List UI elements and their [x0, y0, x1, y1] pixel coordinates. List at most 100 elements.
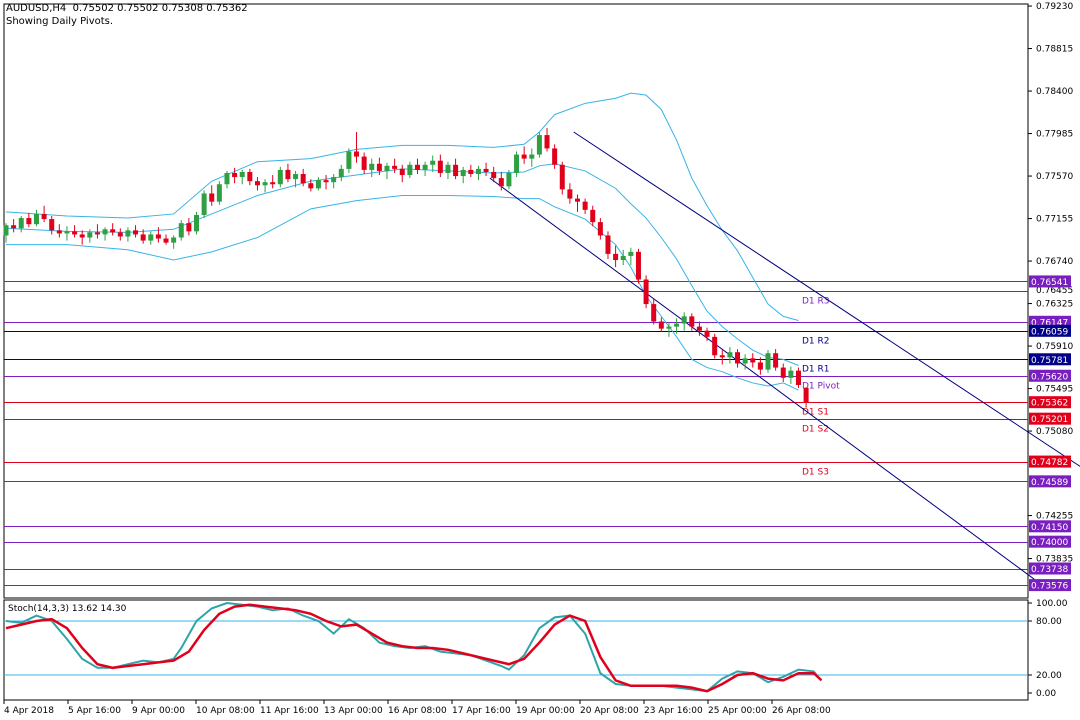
candle-body [658, 321, 664, 329]
candle [666, 322, 672, 337]
candle-body [559, 164, 565, 190]
price-tag-label: 0.76147 [1031, 318, 1068, 328]
channel-line [573, 131, 1080, 467]
candle-body [506, 172, 512, 187]
candle [795, 367, 801, 389]
candle-body [72, 231, 78, 235]
candle-body [18, 218, 24, 229]
candle-body [239, 171, 245, 178]
price-axis-label: 0.75910 [1036, 342, 1073, 352]
candle-body [750, 358, 756, 363]
trend-channel [489, 131, 1080, 580]
candle [414, 158, 420, 175]
candle-body [742, 358, 748, 364]
candle [41, 205, 47, 223]
candle-body [704, 330, 710, 337]
price-axis: 0.808900.804750.800600.796400.792300.788… [1028, 2, 1073, 565]
candle [643, 275, 649, 309]
candle [323, 175, 329, 190]
candle-body [597, 222, 603, 236]
candle [750, 353, 756, 368]
channel-line [489, 177, 1035, 580]
candle [11, 219, 17, 233]
candle-body [354, 151, 360, 157]
candle [552, 144, 558, 169]
candle [293, 170, 299, 188]
candle-body [11, 225, 17, 229]
candle [498, 171, 504, 191]
candle [247, 168, 253, 186]
candle [651, 298, 657, 325]
candle [575, 194, 580, 212]
price-tag-label: 0.74782 [1031, 458, 1068, 468]
candle [155, 227, 161, 243]
candle [392, 158, 398, 173]
candle-body [780, 367, 786, 378]
candle-body [422, 164, 428, 170]
candle [270, 175, 276, 189]
candle [727, 347, 733, 364]
candle-body [605, 235, 611, 254]
candle [590, 205, 596, 227]
candle [506, 169, 512, 190]
time-axis: 4 Apr 2018 5 Apr 16:00 9 Apr 00:00 10 Apr 0… [3, 700, 831, 716]
stoch-axis-label: 80.00 [1036, 617, 1062, 627]
candle [529, 148, 535, 167]
price-tag-box [1029, 475, 1071, 488]
candle-body [803, 387, 809, 403]
candle-body [140, 234, 146, 241]
candle [33, 209, 39, 227]
candle-body [308, 183, 314, 189]
candle-body [56, 230, 62, 234]
candle-body [575, 198, 580, 202]
price-axis-label: 0.76325 [1036, 300, 1073, 310]
candle-body [224, 172, 230, 185]
candle-body [33, 213, 39, 225]
candle [582, 198, 588, 214]
candle-body [117, 232, 123, 237]
candle [757, 357, 763, 375]
price-axis-label: 0.76740 [1036, 257, 1073, 267]
candle [376, 157, 382, 176]
pivot-line-label: D1 S2 [802, 425, 829, 435]
candle [453, 158, 459, 180]
candle [49, 215, 55, 235]
price-axis-label: 0.77570 [1036, 172, 1073, 182]
candle-body [133, 230, 139, 235]
candle [422, 161, 428, 177]
candle-body [285, 169, 291, 180]
time-axis-label: 4 Apr 2018 [4, 706, 54, 716]
candle-body [102, 229, 108, 235]
candle-body [376, 163, 382, 171]
candle-body [293, 174, 299, 180]
chart-header-pivots: Showing Daily Pivots. [6, 16, 114, 27]
candle-body [765, 353, 771, 370]
candle-body [209, 193, 215, 202]
candle-body [300, 174, 306, 184]
candle [536, 132, 542, 158]
candle-body [94, 232, 100, 235]
candle-body [468, 169, 474, 175]
candle-body [148, 234, 154, 241]
price-tag-box [1029, 562, 1071, 575]
price-tag-box [1029, 396, 1071, 409]
candle-body [392, 165, 398, 169]
candle [704, 327, 710, 341]
candle [201, 190, 207, 219]
price-tag-label: 0.74000 [1031, 538, 1068, 548]
price-tag-box [1029, 353, 1071, 366]
candle [696, 321, 702, 336]
candle [780, 363, 786, 382]
candle-body [795, 370, 801, 385]
candle-body [590, 209, 596, 223]
candle-body [277, 169, 283, 185]
price-tag-box [1029, 579, 1071, 592]
candle [361, 152, 367, 175]
candle [56, 224, 62, 238]
candle-body [567, 189, 573, 199]
candle [102, 227, 108, 241]
candle-body [491, 171, 497, 179]
candle [407, 161, 413, 179]
candle [765, 350, 771, 373]
